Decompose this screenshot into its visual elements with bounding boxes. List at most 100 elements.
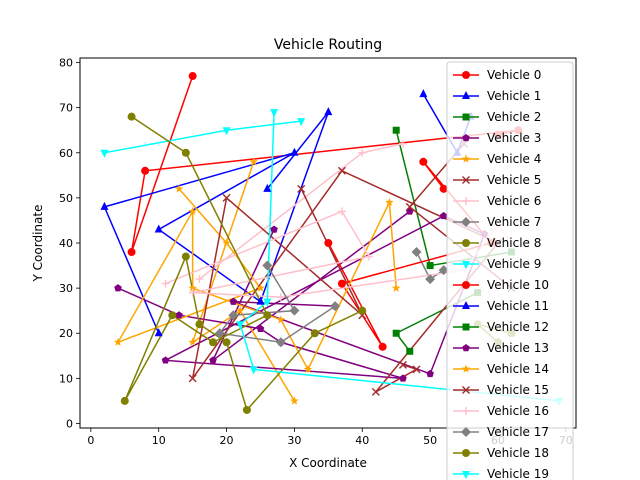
stop-marker-vehicle-13 [175, 311, 183, 319]
stop-marker-vehicle-3 [270, 225, 278, 233]
y-tick-label: 0 [66, 417, 73, 430]
stop-marker-vehicle-7 [411, 247, 422, 258]
legend-label: Vehicle 10 [487, 278, 549, 292]
stop-marker-vehicle-15 [297, 184, 306, 193]
legend-swatch-marker [461, 154, 471, 163]
route-line-vehicle-9 [104, 120, 302, 154]
stop-marker-vehicle-19 [249, 366, 258, 375]
stop-marker-vehicle-18 [181, 252, 190, 261]
stop-marker-vehicle-18 [358, 306, 367, 315]
stop-marker-vehicle-17 [214, 328, 225, 339]
legend-label: Vehicle 4 [487, 152, 541, 166]
route-line-vehicle-1 [103, 111, 330, 334]
stop-marker-vehicle-2 [392, 126, 400, 134]
legend-swatch-marker [462, 471, 470, 479]
stop-marker-vehicle-16 [161, 279, 170, 288]
legend-label: Vehicle 15 [487, 383, 549, 397]
y-tick-label: 30 [59, 282, 73, 295]
stop-marker-vehicle-13 [439, 211, 448, 220]
stop-marker-vehicle-15 [337, 166, 346, 175]
y-tick-label: 60 [59, 147, 73, 160]
legend-swatch-marker [462, 386, 470, 394]
stop-marker-vehicle-15 [412, 365, 421, 374]
stop-marker-vehicle-18 [168, 311, 177, 320]
legend-swatch-marker [462, 113, 470, 121]
y-tick-label: 80 [59, 57, 73, 70]
stop-marker-vehicle-4 [188, 337, 197, 346]
legend-swatch-marker [461, 364, 471, 373]
stop-marker-vehicle-13 [256, 324, 265, 332]
stop-marker-vehicle-14 [188, 206, 197, 216]
legend-label: Vehicle 3 [487, 131, 541, 145]
legend-swatch-marker [462, 301, 470, 309]
legend-swatch-marker [462, 239, 470, 247]
stop-marker-vehicle-15 [222, 193, 231, 202]
legend-label: Vehicle 5 [487, 173, 541, 187]
stop-marker-vehicle-2 [426, 262, 434, 270]
stop-marker-vehicle-6 [358, 148, 367, 157]
x-tick-label: 20 [220, 434, 234, 447]
legend-swatch-marker [462, 323, 470, 331]
y-tick-label: 40 [59, 237, 73, 250]
stop-marker-vehicle-18 [222, 338, 231, 347]
stop-marker-vehicle-11 [419, 89, 428, 98]
route-line-vehicle-4 [191, 161, 296, 402]
stop-marker-vehicle-4 [235, 306, 245, 315]
stop-marker-vehicle-12 [406, 347, 414, 355]
stop-marker-vehicle-14 [113, 337, 123, 346]
legend-label: Vehicle 13 [487, 341, 549, 355]
y-axis-ticks: 0 10 20 30 40 50 60 70 80 [59, 57, 80, 430]
stop-marker-vehicle-14 [276, 315, 286, 324]
stop-marker-vehicle-0 [141, 166, 150, 175]
stop-marker-vehicle-14 [174, 184, 184, 193]
legend-swatch-marker [462, 91, 470, 99]
legend-label: Vehicle 6 [487, 194, 541, 208]
legend-swatch-marker [461, 217, 471, 227]
stop-marker-vehicle-1 [324, 107, 333, 116]
stop-marker-vehicle-13 [426, 369, 434, 378]
stop-marker-vehicle-10 [439, 184, 448, 193]
stop-marker-vehicle-7 [425, 274, 436, 285]
stop-marker-vehicle-9 [100, 149, 109, 158]
stop-marker-vehicle-17 [228, 310, 239, 321]
legend-label: Vehicle 7 [487, 215, 541, 229]
legend-label: Vehicle 16 [487, 404, 549, 418]
route-line-vehicle-17 [218, 265, 336, 344]
stop-marker-vehicle-13 [399, 374, 407, 382]
stop-marker-vehicle-4 [290, 396, 299, 405]
stop-marker-vehicle-16 [188, 288, 197, 297]
legend-label: Vehicle 8 [487, 236, 541, 250]
y-tick-label: 20 [59, 327, 73, 340]
stop-marker-vehicle-18 [310, 329, 319, 338]
y-tick-label: 50 [59, 192, 73, 205]
stop-marker-vehicle-17 [275, 337, 286, 348]
stop-marker-vehicle-14 [391, 283, 401, 292]
route-line-vehicle-18 [124, 116, 363, 412]
legend-swatch-marker [462, 134, 470, 142]
stop-marker-vehicle-13 [114, 284, 122, 292]
legend-swatch-marker [462, 261, 470, 269]
stop-marker-vehicle-6 [195, 275, 204, 284]
legend-label: Vehicle 2 [487, 110, 541, 124]
stop-marker-vehicle-14 [256, 283, 265, 292]
stop-marker-vehicle-16 [365, 252, 374, 261]
legend-swatch-marker [461, 427, 471, 437]
stop-marker-vehicle-1 [256, 296, 265, 305]
x-axis-label: X Coordinate [289, 456, 367, 470]
stop-marker-vehicle-13 [229, 297, 238, 305]
legend-swatch-marker [462, 449, 470, 457]
stop-marker-vehicle-16 [337, 207, 346, 216]
legend-swatch-marker [462, 176, 470, 184]
stop-marker-vehicle-14 [385, 197, 394, 207]
stop-marker-vehicle-1 [154, 224, 163, 233]
legend-swatch-marker [462, 407, 470, 415]
route-markers [100, 72, 564, 414]
stop-marker-vehicle-15 [371, 387, 380, 396]
route-line-vehicle-6 [198, 142, 404, 280]
stop-marker-vehicle-10 [324, 239, 333, 247]
stop-marker-vehicle-19 [270, 109, 279, 118]
legend: Vehicle 0 Vehicle 1 Vehicle 2 Vehicle 3 Vehi… [446, 61, 574, 480]
stop-marker-vehicle-0 [188, 72, 197, 81]
stop-marker-vehicle-0 [127, 248, 136, 257]
